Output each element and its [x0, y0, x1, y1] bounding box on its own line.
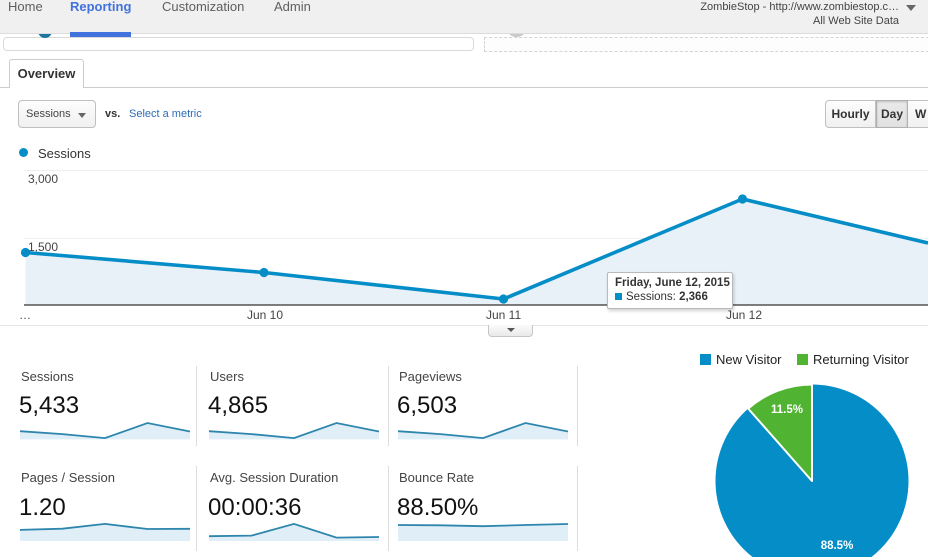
svg-text:11.5%: 11.5%	[771, 404, 803, 416]
svg-text:88.5%: 88.5%	[821, 540, 854, 552]
